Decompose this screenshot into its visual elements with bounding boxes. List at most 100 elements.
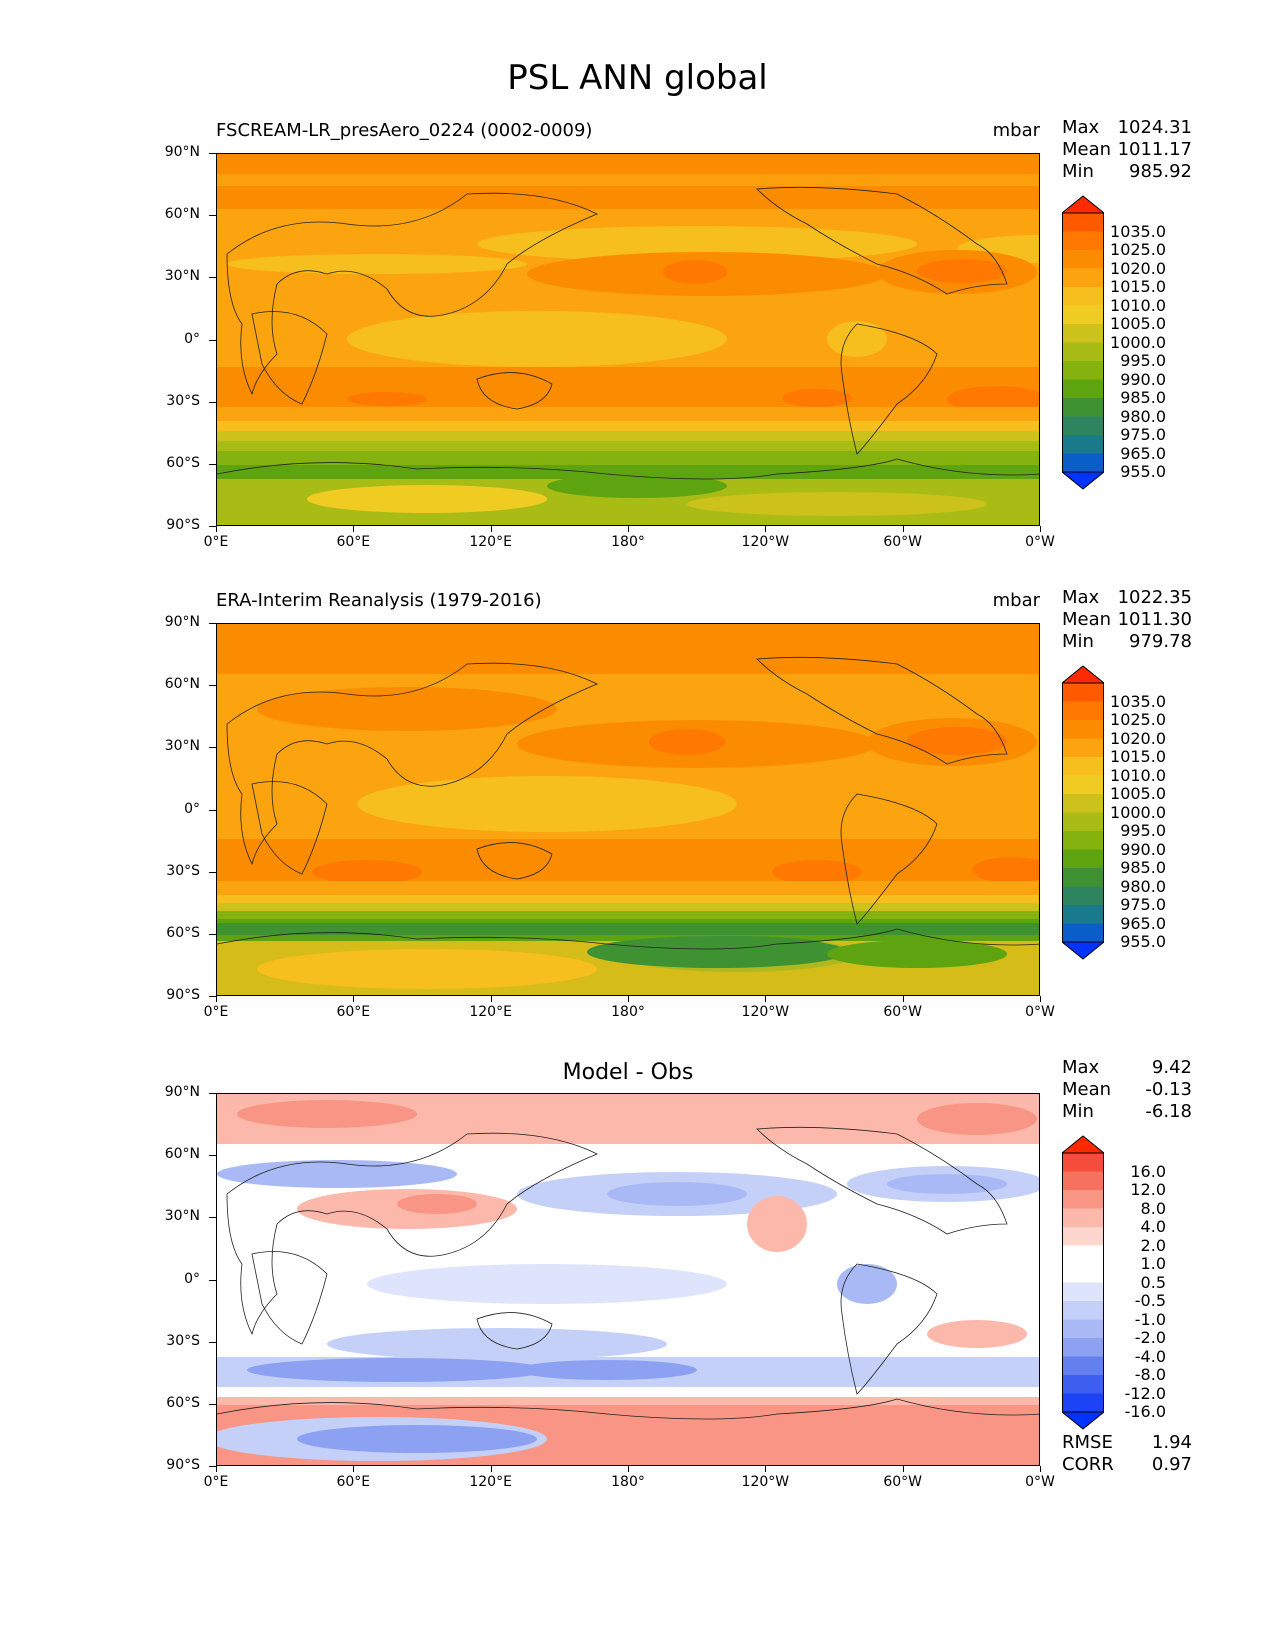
- colorbar-tick-label: 1005.0: [1110, 314, 1166, 333]
- lat-tick-label: 90°N: [164, 1084, 200, 1100]
- colorbar-tick-label: 1025.0: [1110, 240, 1166, 259]
- lat-tick-label: 60°S: [166, 1394, 200, 1411]
- colorbar-tick-label: -0.5: [1134, 1291, 1166, 1310]
- lon-tick-label: 60°E: [336, 1474, 371, 1490]
- colorbar-segment: [1062, 287, 1104, 306]
- colorbar-segment: [1062, 701, 1104, 721]
- psl-field-obs: [217, 624, 1039, 995]
- lon-tick: [216, 996, 217, 1002]
- psl-field-model: [217, 154, 1039, 525]
- figure-title: PSL ANN global: [507, 58, 768, 98]
- colorbar-segment: [1062, 1208, 1104, 1228]
- stat-value: 979.78: [1129, 631, 1192, 652]
- lon-tick: [1040, 996, 1041, 1002]
- colorbar-segment: [1062, 231, 1104, 251]
- panel-obs: ERA-Interim Reanalysis (1979-2016) mbar: [0, 0, 1275, 1020]
- colorbar-segment: [1062, 361, 1104, 380]
- lon-tick: [490, 526, 492, 532]
- metric-key: RMSE: [1062, 1432, 1113, 1453]
- lat-tick: [209, 685, 216, 687]
- lat-tick: [209, 1217, 216, 1219]
- colorbar-extend-min: [1062, 471, 1104, 490]
- lat-tick-label: 30°S: [166, 1332, 200, 1349]
- lat-tick-label: 0°: [184, 800, 200, 817]
- stat-min: Min -6.18: [1062, 1101, 1192, 1123]
- lat-tick: [209, 1155, 216, 1157]
- lat-tick-label: 30°N: [164, 738, 200, 755]
- colorbar-tick-label: 0.5: [1140, 1272, 1166, 1292]
- lat-tick-label: 60°S: [166, 924, 200, 941]
- colorbar-segment: [1062, 1264, 1104, 1283]
- lon-tick-label: 0°E: [203, 1004, 229, 1020]
- colorbar-tick-label: 955.0: [1120, 462, 1166, 481]
- colorbar: [1062, 195, 1104, 490]
- lon-tick: [353, 1466, 355, 1472]
- stat-min: Min 979.78: [1062, 631, 1192, 653]
- lon-tick-label: 120°W: [741, 1474, 790, 1490]
- colorbar-segment: [1062, 683, 1104, 702]
- lon-tick-label: 120°E: [469, 1004, 512, 1020]
- colorbar-tick-label: 990.0: [1120, 839, 1166, 859]
- colorbar-tick-label: 1.0: [1140, 1254, 1166, 1273]
- lon-tick: [902, 1466, 904, 1472]
- lat-tick: [209, 401, 216, 403]
- lat-tick-label: 30°N: [164, 268, 200, 285]
- lon-tick-label: 0°E: [203, 1474, 229, 1490]
- colorbar-tick-label: -12.0: [1124, 1383, 1166, 1403]
- colorbar-tick-label: 985.0: [1120, 858, 1166, 877]
- lat-tick-label: 60°N: [164, 206, 200, 223]
- lat-tick: [209, 526, 216, 527]
- lon-tick-label: 120°E: [469, 534, 512, 550]
- units-label: mbar: [992, 590, 1040, 611]
- stat-key: Max: [1062, 117, 1100, 138]
- colorbar-segment: [1062, 1301, 1104, 1320]
- lat-tick-label: 90°N: [164, 144, 200, 160]
- lat-tick: [209, 623, 216, 624]
- colorbar-tick-label: 12.0: [1130, 1180, 1166, 1199]
- colorbar-segment: [1062, 794, 1104, 813]
- colorbar-segment: [1062, 905, 1104, 924]
- stat-max: Max 9.42: [1062, 1057, 1192, 1079]
- colorbar-segment: [1062, 1153, 1104, 1172]
- colorbar-tick-label: 965.0: [1120, 443, 1166, 463]
- colorbar-extend-max: [1062, 665, 1104, 684]
- lat-tick-label: 90°S: [166, 987, 200, 1003]
- colorbar-tick-label: 995.0: [1120, 821, 1166, 840]
- lon-tick: [902, 526, 904, 532]
- colorbar-segment: [1062, 738, 1104, 758]
- lat-tick: [209, 277, 216, 279]
- stat-value: -6.18: [1145, 1101, 1192, 1122]
- lon-tick-label: 0°W: [1025, 1004, 1055, 1020]
- lat-tick: [209, 1279, 216, 1281]
- colorbar-tick-label: 2.0: [1140, 1235, 1166, 1255]
- lat-tick: [209, 996, 216, 997]
- colorbar-outline: [1062, 682, 1104, 943]
- colorbar-segment: [1062, 1245, 1104, 1265]
- lon-tick: [216, 1466, 217, 1472]
- stat-value: 9.42: [1151, 1057, 1192, 1078]
- stat-value: 1011.17: [1117, 139, 1192, 160]
- colorbar-extend-min: [1062, 941, 1104, 960]
- colorbar-tick-label: -16.0: [1124, 1402, 1166, 1421]
- lat-tick: [209, 809, 216, 811]
- lon-tick: [628, 996, 629, 1002]
- map-diff: [216, 1093, 1040, 1466]
- colorbar-outline: [1062, 1152, 1104, 1413]
- metric-value: 1.94: [1151, 1432, 1192, 1453]
- stat-value: 985.92: [1129, 161, 1192, 182]
- stat-key: Max: [1062, 587, 1100, 608]
- lon-tick: [765, 1466, 767, 1472]
- colorbar-extend-max: [1062, 1135, 1104, 1154]
- colorbar-tick-label: 1010.0: [1110, 295, 1166, 315]
- colorbar-segment: [1062, 1393, 1104, 1413]
- stat-min: Min 985.92: [1062, 161, 1192, 183]
- stat-max: Max 1024.31: [1062, 117, 1192, 139]
- colorbar-segment: [1062, 398, 1104, 417]
- colorbar-segment: [1062, 268, 1104, 288]
- lon-tick-label: 120°W: [741, 534, 790, 550]
- lon-tick: [628, 526, 629, 532]
- lon-tick-label: 60°E: [336, 1004, 371, 1020]
- colorbar-tick-label: 965.0: [1120, 913, 1166, 933]
- stat-key: Min: [1062, 1101, 1094, 1122]
- lat-tick: [209, 747, 216, 749]
